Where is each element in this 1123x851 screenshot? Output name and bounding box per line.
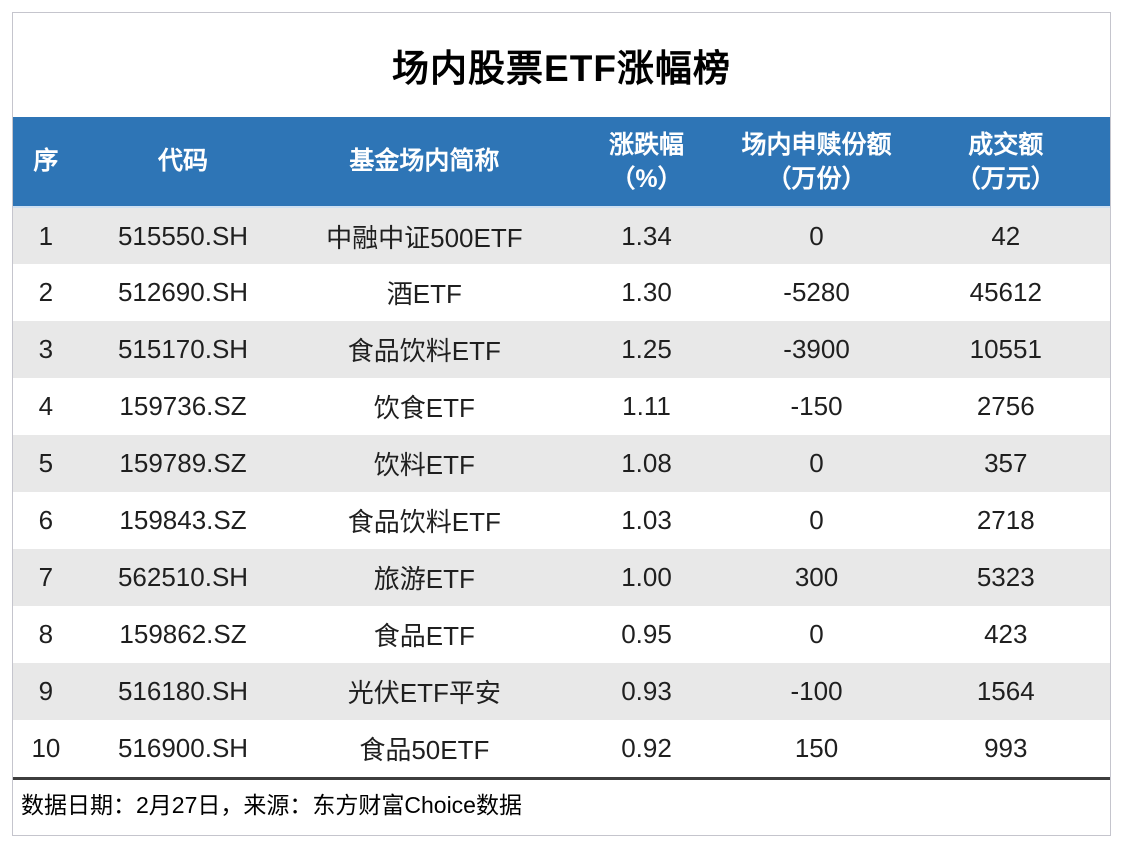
cell-name: 光伏ETF平安 [287,663,562,720]
column-label: 成交额 [968,130,1044,159]
column-label: 代码 [158,147,209,176]
table-row: 7 562510.SH 旅游ETF 1.00 300 5323 [13,549,1110,606]
cell-shares: 0 [731,492,902,549]
table-row: 8 159862.SZ 食品ETF 0.95 0 423 [13,606,1110,663]
column-unit: （%） [610,164,683,193]
cell-name: 食品ETF [287,606,562,663]
cell-seq: 1 [13,207,79,264]
cell-turnover: 2756 [901,378,1110,435]
cell-seq: 5 [13,435,79,492]
source-note: 数据日期：2月27日，来源：东方财富Choice数据 [13,777,1110,835]
cell-seq: 2 [13,264,79,321]
etf-ranking-card: 场内股票ETF涨幅榜 序 代码 基金场内简称 涨跌幅 （%） 场内申赎份额 （万份） 成交额 （… [12,12,1111,836]
cell-turnover: 45612 [901,264,1110,321]
cell-shares: -3900 [731,321,902,378]
cell-change-pct: 1.00 [561,549,732,606]
table-row: 5 159789.SZ 饮料ETF 1.08 0 357 [13,435,1110,492]
column-label: 序 [33,147,59,176]
cell-shares: -5280 [731,264,902,321]
cell-change-pct: 0.95 [561,606,732,663]
column-label: 基金场内简称 [349,147,500,176]
cell-shares: 300 [731,549,902,606]
column-header-shares: 场内申赎份额 （万份） [731,117,902,208]
table-body: 1 515550.SH 中融中证500ETF 1.34 0 42 2 512690.SH 酒ET… [13,207,1110,777]
cell-change-pct: 0.92 [561,720,732,777]
cell-change-pct: 1.25 [561,321,732,378]
cell-change-pct: 1.30 [561,264,732,321]
cell-code: 159736.SZ [78,378,288,435]
cell-turnover: 5323 [901,549,1110,606]
cell-turnover: 993 [901,720,1110,777]
cell-code: 159789.SZ [78,435,288,492]
cell-code: 159843.SZ [78,492,288,549]
cell-turnover: 2718 [901,492,1110,549]
cell-shares: 0 [731,606,902,663]
cell-name: 旅游ETF [287,549,562,606]
cell-turnover: 357 [901,435,1110,492]
cell-code: 159862.SZ [78,606,288,663]
column-header-name: 基金场内简称 [287,117,562,208]
cell-turnover: 1564 [901,663,1110,720]
cell-name: 食品饮料ETF [287,492,562,549]
table-row: 1 515550.SH 中融中证500ETF 1.34 0 42 [13,207,1110,264]
cell-change-pct: 1.11 [561,378,732,435]
cell-seq: 6 [13,492,79,549]
cell-name: 酒ETF [287,264,562,321]
column-header-code: 代码 [78,117,288,208]
table-row: 10 516900.SH 食品50ETF 0.92 150 993 [13,720,1110,777]
column-unit: （万元） [955,164,1056,193]
cell-turnover: 423 [901,606,1110,663]
cell-code: 515170.SH [78,321,288,378]
cell-name: 中融中证500ETF [287,207,562,264]
column-label: 场内申赎份额 [741,130,892,159]
cell-code: 515550.SH [78,207,288,264]
cell-seq: 7 [13,549,79,606]
cell-change-pct: 1.34 [561,207,732,264]
cell-code: 512690.SH [78,264,288,321]
cell-code: 516180.SH [78,663,288,720]
cell-seq: 8 [13,606,79,663]
cell-turnover: 10551 [901,321,1110,378]
cell-shares: -150 [731,378,902,435]
title-area: 场内股票ETF涨幅榜 [13,13,1110,117]
cell-shares: 0 [731,435,902,492]
cell-name: 食品饮料ETF [287,321,562,378]
table-row: 3 515170.SH 食品饮料ETF 1.25 -3900 10551 [13,321,1110,378]
table-row: 4 159736.SZ 饮食ETF 1.11 -150 2756 [13,378,1110,435]
table-row: 2 512690.SH 酒ETF 1.30 -5280 45612 [13,264,1110,321]
cell-shares: 0 [731,207,902,264]
table-row: 9 516180.SH 光伏ETF平安 0.93 -100 1564 [13,663,1110,720]
cell-name: 饮料ETF [287,435,562,492]
column-unit: （万份） [766,164,867,193]
cell-seq: 9 [13,663,79,720]
column-header-seq: 序 [13,117,79,208]
cell-name: 食品50ETF [287,720,562,777]
column-header-change-pct: 涨跌幅 （%） [561,117,732,208]
cell-seq: 3 [13,321,79,378]
table-header: 序 代码 基金场内简称 涨跌幅 （%） 场内申赎份额 （万份） 成交额 （万元） [13,117,1110,208]
cell-seq: 4 [13,378,79,435]
cell-name: 饮食ETF [287,378,562,435]
page-title: 场内股票ETF涨幅榜 [392,48,731,89]
column-header-turnover: 成交额 （万元） [901,117,1110,208]
cell-code: 562510.SH [78,549,288,606]
table-row: 6 159843.SZ 食品饮料ETF 1.03 0 2718 [13,492,1110,549]
cell-change-pct: 1.03 [561,492,732,549]
table-header-row: 序 代码 基金场内简称 涨跌幅 （%） 场内申赎份额 （万份） 成交额 （万元） [13,117,1110,208]
cell-shares: 150 [731,720,902,777]
source-note-text: 数据日期：2月27日，来源：东方财富Choice数据 [21,792,522,818]
cell-shares: -100 [731,663,902,720]
cell-seq: 10 [13,720,79,777]
cell-code: 516900.SH [78,720,288,777]
etf-table: 序 代码 基金场内简称 涨跌幅 （%） 场内申赎份额 （万份） 成交额 （万元） 1 515550… [13,117,1110,777]
cell-change-pct: 0.93 [561,663,732,720]
cell-turnover: 42 [901,207,1110,264]
cell-change-pct: 1.08 [561,435,732,492]
column-label: 涨跌幅 [608,130,684,159]
